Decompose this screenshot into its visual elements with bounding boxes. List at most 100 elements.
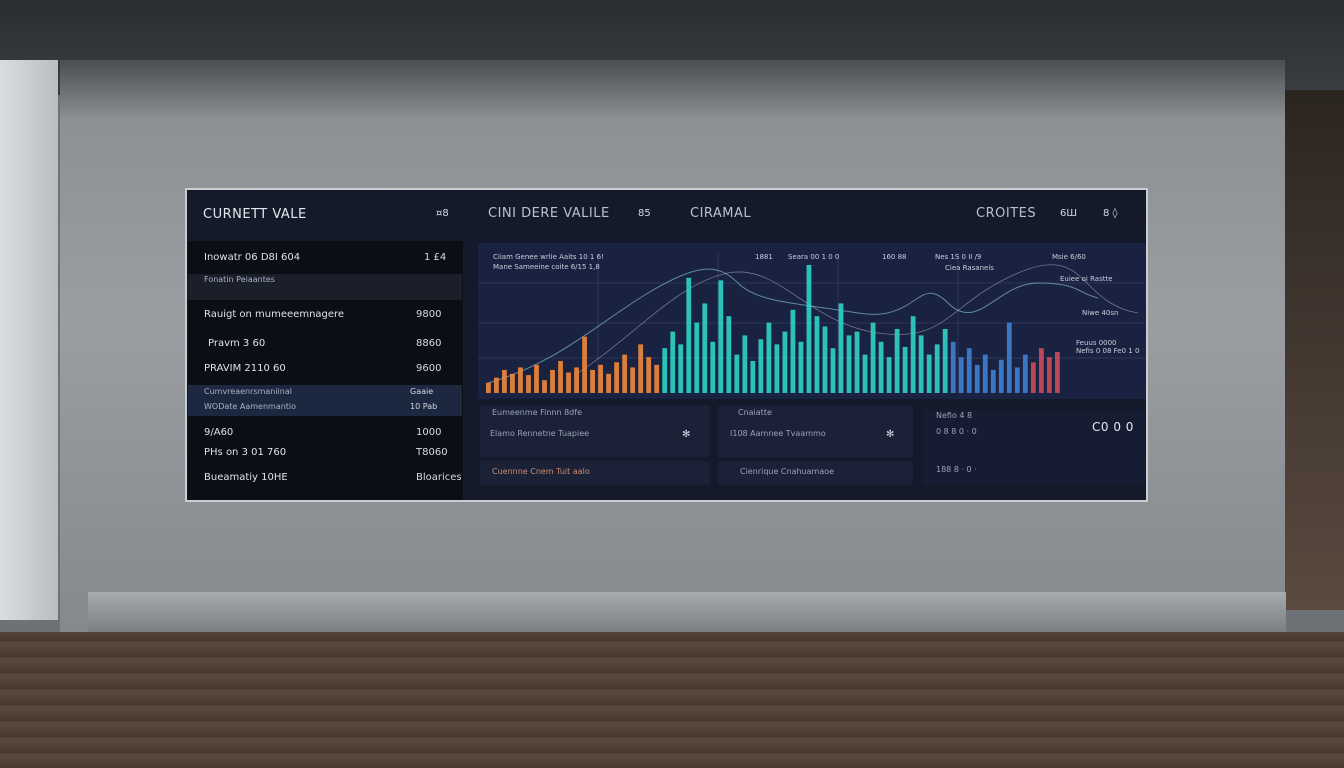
bar <box>718 280 724 393</box>
bar <box>510 373 515 393</box>
card-line: Elamo Rennetne Tuapiee <box>490 429 590 438</box>
tab: CIRAMAL <box>690 206 752 221</box>
row-value: 9600 <box>416 363 442 374</box>
row-value: 1000 <box>416 427 442 438</box>
right-title: CROITES <box>976 206 1037 221</box>
icon: 8 ◊ <box>1103 208 1118 219</box>
bar <box>894 329 900 393</box>
bar <box>886 357 892 393</box>
bar <box>1046 357 1052 393</box>
bar <box>678 344 684 393</box>
chart-annotation: Mane Sameeine coite 6/15 1,8 <box>493 263 600 271</box>
bar <box>870 322 876 393</box>
window <box>0 60 58 620</box>
bar <box>710 341 716 393</box>
row-value: 1 £4 <box>424 252 447 263</box>
card <box>923 410 1145 485</box>
left-title: CURNETT VALE <box>203 207 307 222</box>
bar <box>686 277 692 393</box>
card-value: C0 0 0 <box>1092 420 1134 434</box>
bar <box>606 373 612 393</box>
bar <box>638 344 644 393</box>
code: 6Ш <box>1060 208 1078 219</box>
row-label: Rauigt on mumeeemnagere <box>204 309 345 320</box>
card-title: Eumeenme Finnn 8dfe <box>492 408 582 417</box>
bar <box>542 380 547 393</box>
row-highlight <box>188 385 462 416</box>
bar <box>574 367 579 393</box>
card <box>480 405 710 457</box>
row-value: 9800 <box>416 309 442 320</box>
card-icon: ✻ <box>886 429 895 440</box>
bar <box>558 361 563 393</box>
bar <box>814 316 820 393</box>
bar <box>646 357 652 393</box>
card <box>718 461 913 485</box>
card-line: 0 8 8 0 · 0 <box>936 427 977 436</box>
bar <box>1038 348 1044 393</box>
bar <box>566 372 571 393</box>
right-room <box>1285 90 1344 610</box>
row-value: Bloarices <box>416 472 462 483</box>
bar <box>614 362 620 393</box>
bar <box>494 377 499 393</box>
row-label: 9/A60 <box>204 427 234 438</box>
bar <box>942 329 948 393</box>
bar <box>830 348 836 393</box>
bar <box>806 265 812 393</box>
chart-annotation: Nes 1S 0 II /9 <box>935 253 982 261</box>
bar <box>750 361 756 393</box>
row-label: PRAVIM 2110 60 <box>204 363 286 374</box>
card-title: Cnaiatte <box>738 408 772 417</box>
chart-annotation: Ciiam Genee wrlie Aaits 10 1 6! <box>493 253 604 261</box>
bar <box>662 348 668 393</box>
bar <box>862 354 868 393</box>
bar <box>910 316 916 393</box>
row-label: Fonatin Peiaantes <box>204 275 275 284</box>
bar <box>630 367 636 393</box>
bar <box>902 346 908 393</box>
bar <box>926 354 932 393</box>
icon: ¤8 <box>436 208 449 219</box>
bar <box>622 354 628 393</box>
bar <box>1022 354 1028 393</box>
card <box>718 405 913 458</box>
bar <box>654 364 660 393</box>
card <box>480 461 710 485</box>
bar <box>974 364 980 393</box>
bar <box>918 335 924 393</box>
chart-annotation: Nefis 0 08 Fe0 1 0 <box>1076 347 1140 355</box>
row-label: PHs on 3 01 760 <box>204 447 287 458</box>
bar <box>790 309 796 393</box>
bar <box>526 375 531 393</box>
bar <box>742 335 748 393</box>
chart-annotation: Niwe 40sn <box>1082 309 1119 317</box>
row-value: T8060 <box>416 447 448 458</box>
row-label: Inowatr 06 D8I 604 <box>204 252 301 263</box>
row-value: Gaaie <box>410 387 434 396</box>
card-line: I108 Aamnee Tvaammo <box>730 429 826 438</box>
row-value: 10 Pab <box>410 402 438 411</box>
bar <box>982 354 988 393</box>
bar <box>550 369 555 393</box>
bar <box>822 326 828 393</box>
row-value: 8860 <box>416 338 442 349</box>
bar <box>838 303 844 393</box>
bar <box>774 344 780 393</box>
bar <box>518 367 523 393</box>
chart <box>478 243 1146 399</box>
bar <box>694 322 700 393</box>
row-label: WODate Aamenmantio <box>204 402 297 411</box>
bar <box>966 348 972 393</box>
bar <box>846 335 852 393</box>
bar <box>998 359 1004 393</box>
bar <box>1006 322 1012 393</box>
bar <box>758 339 764 393</box>
center-title: CINI DERE VALILE <box>488 206 610 221</box>
bar <box>534 364 539 393</box>
bar <box>734 354 740 393</box>
bar <box>950 341 956 393</box>
bar <box>502 369 507 393</box>
chart-annotation: Ciea Rasaneis <box>945 264 994 272</box>
